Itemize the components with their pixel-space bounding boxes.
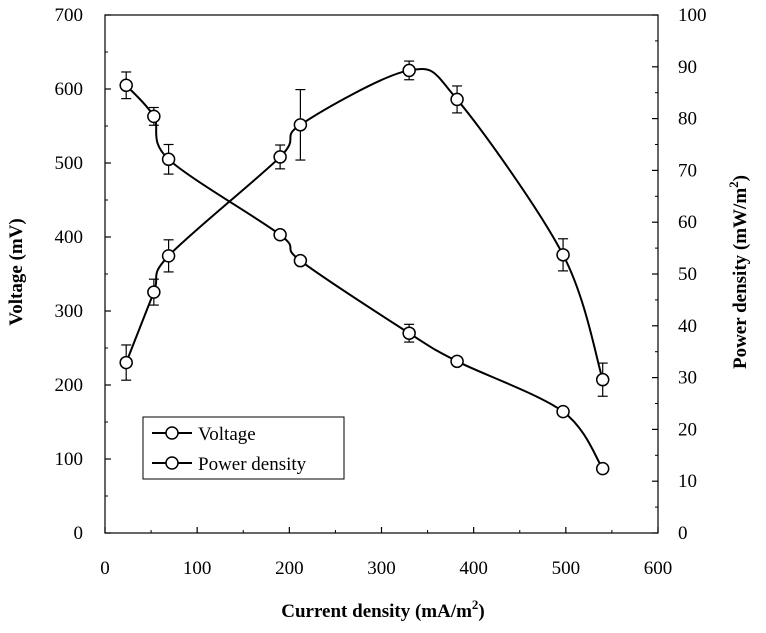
y-left-tick-label: 700 [55,5,84,26]
y-right-axis-title: Power density (mW/m2) [726,175,751,369]
power-density-point [402,63,416,78]
power-density-point [119,355,133,370]
y-left-axis-title: Voltage (mV) [6,218,27,325]
voltage-point [119,78,133,93]
y-left-tick-label: 400 [55,227,84,248]
x-tick-label: 200 [275,558,304,579]
x-tick-label: 500 [552,558,581,579]
voltage-line [125,84,604,470]
y-left-tick-label: 0 [74,523,84,544]
y-right-tick-label: 100 [678,5,707,26]
y-left-tick-label: 300 [55,301,84,322]
voltage-point [595,461,610,476]
y-right-tick-label: 70 [678,160,697,181]
power-density-point [293,118,308,132]
y-right-tick-label: 50 [678,264,697,285]
voltage-point [556,404,570,419]
legend-voltage-label: Voltage [198,424,256,445]
x-axis-title-end: ) [478,601,484,622]
y-right-tick-label: 90 [678,57,697,78]
power-density-line [125,68,604,380]
y-right-tick-label: 10 [678,471,697,492]
y-left-tick-label: 200 [55,375,84,396]
y-right-tick-label: 80 [678,109,697,130]
axes-layer: 0 100 200 300 400 500 600010020030040050060070… [55,5,707,579]
power-density-point [556,248,570,262]
y-right-tick-label: 40 [678,316,697,337]
power-density-series [119,60,610,397]
voltage-point [293,253,308,268]
legend-box [142,416,345,480]
legend: Voltage Power density [142,416,345,480]
x-axis-title: Current density (mA/m2) [281,597,485,622]
y-left-tick-label: 100 [55,449,84,470]
y-right-tick-label: 20 [678,419,697,440]
x-tick-label: 100 [183,558,212,579]
voltage-series [119,71,610,476]
legend-voltage-marker [165,426,179,440]
y-left-tick-label: 600 [55,79,84,100]
y-right-tick-label: 0 [678,523,688,544]
power-density-point [450,92,464,107]
x-tick-label: 0 [100,558,110,579]
x-tick-label: 400 [459,558,488,579]
power-density-point [595,372,610,387]
voltage-point [161,152,176,167]
y-right-axis-title-superscript: 2 [726,181,741,188]
series-layer [119,60,610,476]
y-right-tick-label: 30 [678,368,697,389]
voltage-point [450,354,464,369]
y-right-tick-label: 60 [678,212,697,233]
legend-power-label: Power density [198,454,307,475]
legend-power-marker [165,456,179,470]
x-tick-label: 600 [644,558,673,579]
y-right-axis-title-end: ) [730,175,751,181]
y-left-tick-label: 500 [55,153,84,174]
power-density-point [147,285,161,299]
voltage-point [273,228,287,242]
x-tick-label: 300 [367,558,396,579]
power-density-point [273,150,287,164]
voltage-point [147,109,161,124]
power-density-point [161,249,176,263]
x-axis-title-superscript: 2 [472,597,479,612]
voltage-point [402,326,416,340]
